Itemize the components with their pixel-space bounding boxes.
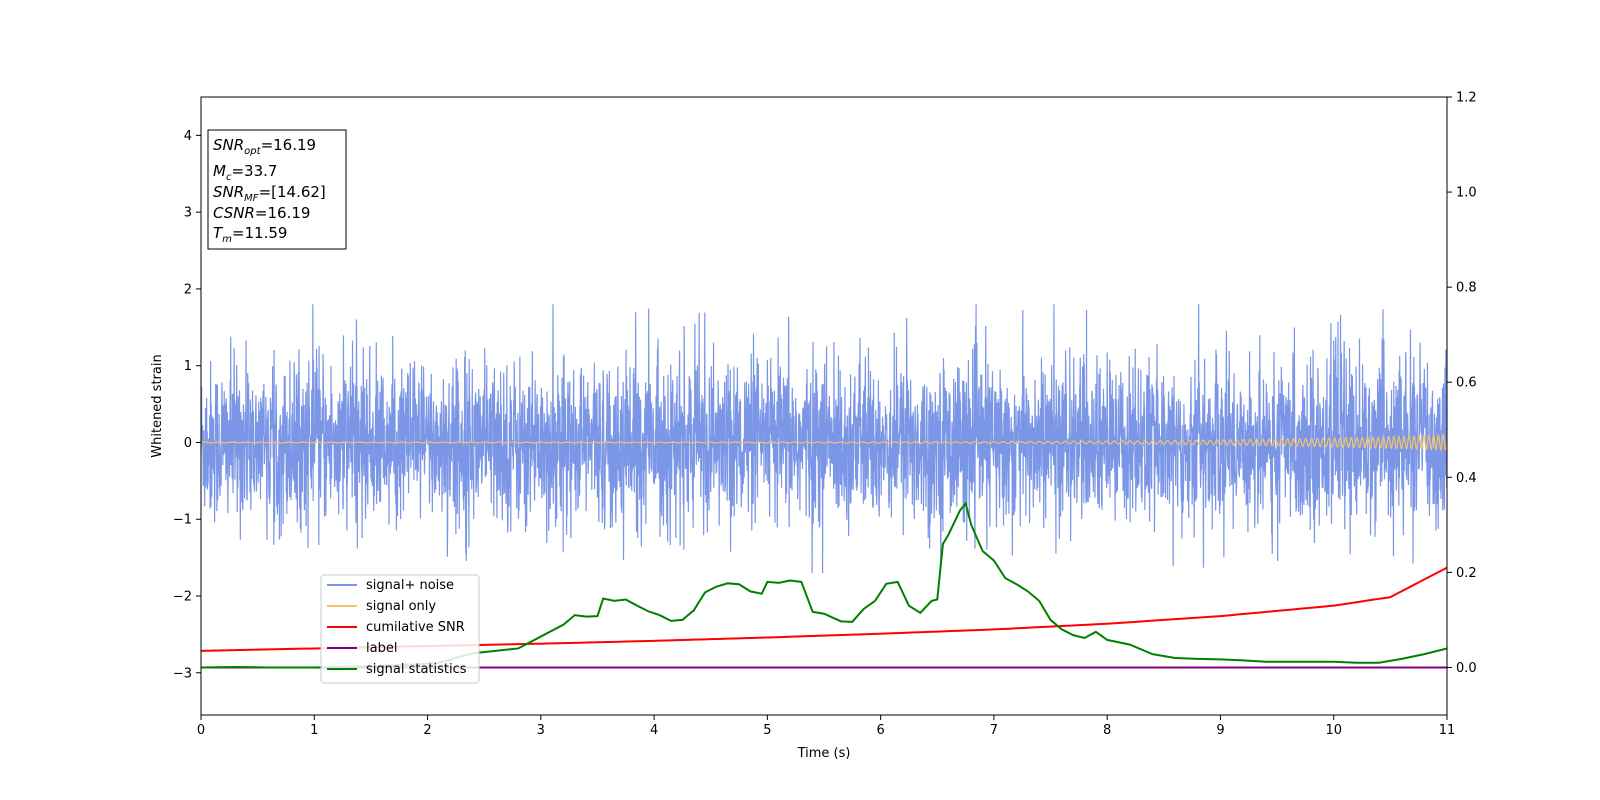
y-tick-label: −2	[173, 590, 192, 605]
x-tick-label: 9	[1216, 723, 1224, 738]
series-signal-only	[201, 433, 1447, 452]
y-axis-label: Whitened strain	[150, 354, 165, 457]
x-tick-label: 1	[310, 723, 318, 738]
y2-tick-label: 0.4	[1456, 471, 1477, 486]
x-axis-label: Time (s)	[797, 746, 851, 761]
annotation-line: SNRopt=16.19	[213, 136, 316, 157]
x-tick-label: 5	[763, 723, 771, 738]
y-tick-label: 2	[184, 282, 192, 297]
y-tick-label: −1	[173, 513, 192, 528]
annotation-line: Tm=11.59	[213, 224, 287, 245]
x-tick-label: 6	[876, 723, 884, 738]
y2-tick-label: 0.8	[1456, 281, 1477, 296]
y2-tick-label: 0.0	[1456, 661, 1477, 676]
annotation-line: CSNR=16.19	[213, 204, 310, 222]
x-tick-label: 2	[423, 723, 431, 738]
x-tick-label: 10	[1325, 723, 1342, 738]
legend-label: signal only	[366, 599, 436, 614]
y2-tick-label: 0.6	[1456, 376, 1477, 391]
y2-tick-label: 0.2	[1456, 566, 1477, 581]
y-tick-label: 1	[184, 359, 192, 374]
y-tick-label: 0	[184, 436, 192, 451]
x-tick-label: 4	[650, 723, 658, 738]
x-tick-label: 8	[1103, 723, 1111, 738]
annotation-line: Mc=33.7	[213, 162, 277, 183]
legend-label: cumilative SNR	[366, 620, 465, 635]
legend-label: signal statistics	[366, 662, 467, 677]
annotation-box: SNRopt=16.19 Mc=33.7SNRMF=[14.62]CSNR=16.…	[207, 129, 347, 250]
y-tick-label: −3	[173, 666, 192, 681]
y2-tick-label: 1.0	[1456, 186, 1477, 201]
x-tick-label: 11	[1439, 723, 1456, 738]
y2-tick-label: 1.2	[1456, 91, 1477, 106]
plot-frame	[200, 96, 1448, 716]
y-tick-label: 3	[184, 206, 192, 221]
x-tick-label: 3	[537, 723, 545, 738]
axes-layer: 0 1 2 3 4 5 6 7 8 9 10 11 −3 −2 −1 0 1 2 3 4 0.0 0.2 0.4 0.6 0.8…	[173, 91, 1477, 739]
series-signal-statistics	[201, 501, 1447, 669]
series-signal-noise	[201, 304, 1447, 573]
annotation-line: SNRMF=[14.62]	[213, 183, 326, 204]
x-tick-label: 0	[197, 723, 205, 738]
legend-label: signal+ noise	[366, 578, 454, 593]
x-tick-label: 7	[990, 723, 998, 738]
legend-label: label	[366, 641, 397, 656]
legend: signal+ noise signal only cumilative SNR la…	[320, 574, 480, 684]
y-tick-label: 4	[184, 129, 192, 144]
